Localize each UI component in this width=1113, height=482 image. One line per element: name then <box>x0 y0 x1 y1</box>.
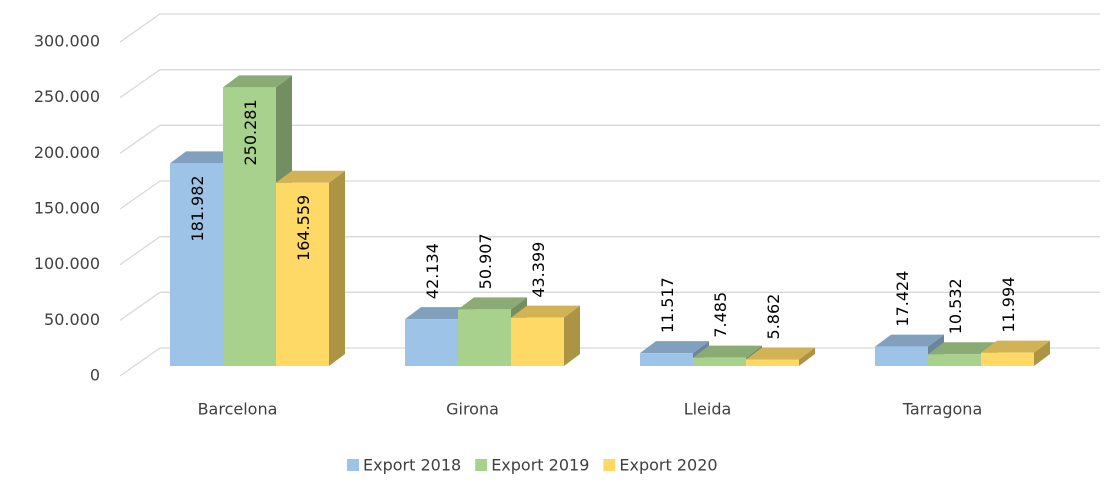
data-label: 11.517 <box>658 277 677 333</box>
bar-top <box>276 170 345 183</box>
x-tick-label: Girona <box>446 400 499 419</box>
y-tick-label: 300.000 <box>34 32 100 51</box>
bar-side <box>799 347 815 366</box>
grid-line <box>119 291 1100 321</box>
bar-top <box>746 347 815 360</box>
bar-front <box>928 354 981 366</box>
y-tick-label: 200.000 <box>34 143 100 162</box>
bar-front <box>405 319 458 366</box>
grid-line <box>119 13 1100 43</box>
bar-front <box>693 357 746 366</box>
data-label: 42.134 <box>423 243 442 299</box>
legend-label: Export 2019 <box>491 456 589 475</box>
legend-label: Export 2018 <box>363 456 461 475</box>
grid-line <box>119 180 1100 210</box>
data-label: 17.424 <box>893 271 912 327</box>
data-label: 10.532 <box>946 278 965 334</box>
bar-top <box>405 307 474 320</box>
bar-top <box>693 345 762 358</box>
legend-swatch <box>475 459 488 471</box>
legend-swatch <box>603 459 616 471</box>
y-tick-label: 100.000 <box>34 254 100 273</box>
bar-top <box>511 305 580 318</box>
bar-top <box>875 334 944 347</box>
x-tick-label: Barcelona <box>198 400 278 419</box>
bar-top <box>170 151 239 164</box>
data-label: 164.559 <box>294 195 313 261</box>
data-label: 50.907 <box>476 233 495 289</box>
bar <box>276 170 345 366</box>
bar-front <box>458 309 511 366</box>
legend-swatch <box>347 459 359 471</box>
bar-top <box>640 341 709 354</box>
y-tick-label: 50.000 <box>44 310 100 329</box>
legend-label: Export 2020 <box>619 456 717 475</box>
bar-front <box>223 87 276 366</box>
data-label: 181.982 <box>188 175 207 241</box>
bar-front <box>875 346 928 366</box>
bar-front <box>981 352 1034 366</box>
data-label: 250.281 <box>241 99 260 165</box>
data-label: 43.399 <box>529 242 548 298</box>
y-tick-label: 150.000 <box>34 199 100 218</box>
data-label: 11.994 <box>999 277 1018 333</box>
bar-front <box>276 182 329 366</box>
bar-top <box>928 342 997 355</box>
bar-side <box>1034 340 1050 366</box>
bar-top <box>223 75 292 88</box>
bar-front <box>511 317 564 366</box>
bar <box>981 340 1050 366</box>
data-label: 7.485 <box>711 292 730 338</box>
y-tick-label: 250.000 <box>34 87 100 106</box>
bar-front <box>170 163 223 366</box>
bar-side <box>329 170 345 366</box>
x-tick-label: Tarragona <box>902 400 983 419</box>
y-tick-label: 0 <box>90 366 100 385</box>
data-label: 5.862 <box>764 294 783 340</box>
bar-front <box>746 359 799 366</box>
bar <box>746 347 815 366</box>
grid-line <box>119 69 1100 99</box>
bar-top <box>458 297 527 310</box>
bar-front <box>640 353 693 366</box>
grid-line <box>119 236 1100 266</box>
bar-side <box>564 305 580 366</box>
bar <box>511 305 580 366</box>
bar-top <box>981 340 1050 353</box>
grid-line <box>119 124 1100 154</box>
x-tick-label: Lleida <box>684 400 732 419</box>
